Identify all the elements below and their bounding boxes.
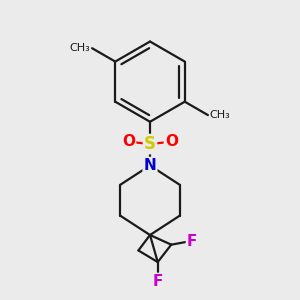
Text: F: F (187, 234, 197, 249)
Text: N: N (144, 158, 156, 173)
Text: O: O (122, 134, 135, 149)
Text: CH₃: CH₃ (70, 43, 91, 53)
Text: CH₃: CH₃ (209, 110, 230, 120)
Text: F: F (152, 274, 163, 289)
Text: O: O (165, 134, 178, 149)
Text: S: S (144, 135, 156, 153)
